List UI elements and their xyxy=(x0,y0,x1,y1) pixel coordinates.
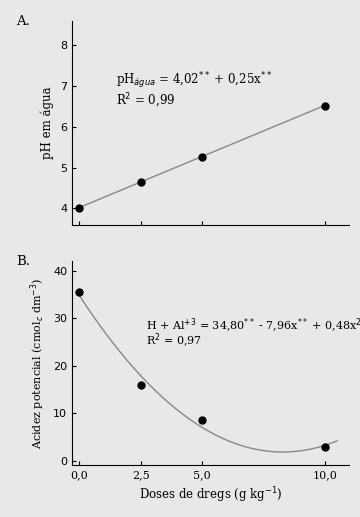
Point xyxy=(322,101,328,110)
Point xyxy=(199,153,205,161)
Text: R$^{2}$ = 0,97: R$^{2}$ = 0,97 xyxy=(145,332,202,351)
Point xyxy=(138,381,144,389)
Point xyxy=(199,416,205,424)
Point xyxy=(76,203,82,211)
Point xyxy=(138,178,144,186)
X-axis label: Doses de dregs (g kg$^{-1}$): Doses de dregs (g kg$^{-1}$) xyxy=(139,485,283,505)
Y-axis label: pH em água: pH em água xyxy=(41,86,54,159)
Y-axis label: Acidez potencial (cmol$_{c}$ dm$^{-3}$): Acidez potencial (cmol$_{c}$ dm$^{-3}$) xyxy=(29,278,48,449)
Point xyxy=(322,443,328,451)
Text: B.: B. xyxy=(17,255,31,268)
Point xyxy=(76,287,82,296)
Text: R$^{2}$ = 0,99: R$^{2}$ = 0,99 xyxy=(116,92,175,110)
Text: A.: A. xyxy=(17,14,31,27)
Text: pH$_{água}$ = 4,02$^{**}$ + 0,25x$^{**}$: pH$_{água}$ = 4,02$^{**}$ + 0,25x$^{**}$ xyxy=(116,70,272,90)
Text: H + Al$^{+3}$ = 34,80$^{**}$ - 7,96x$^{**}$ + 0,48x$^{2*}$: H + Al$^{+3}$ = 34,80$^{**}$ - 7,96x$^{*… xyxy=(145,317,360,336)
